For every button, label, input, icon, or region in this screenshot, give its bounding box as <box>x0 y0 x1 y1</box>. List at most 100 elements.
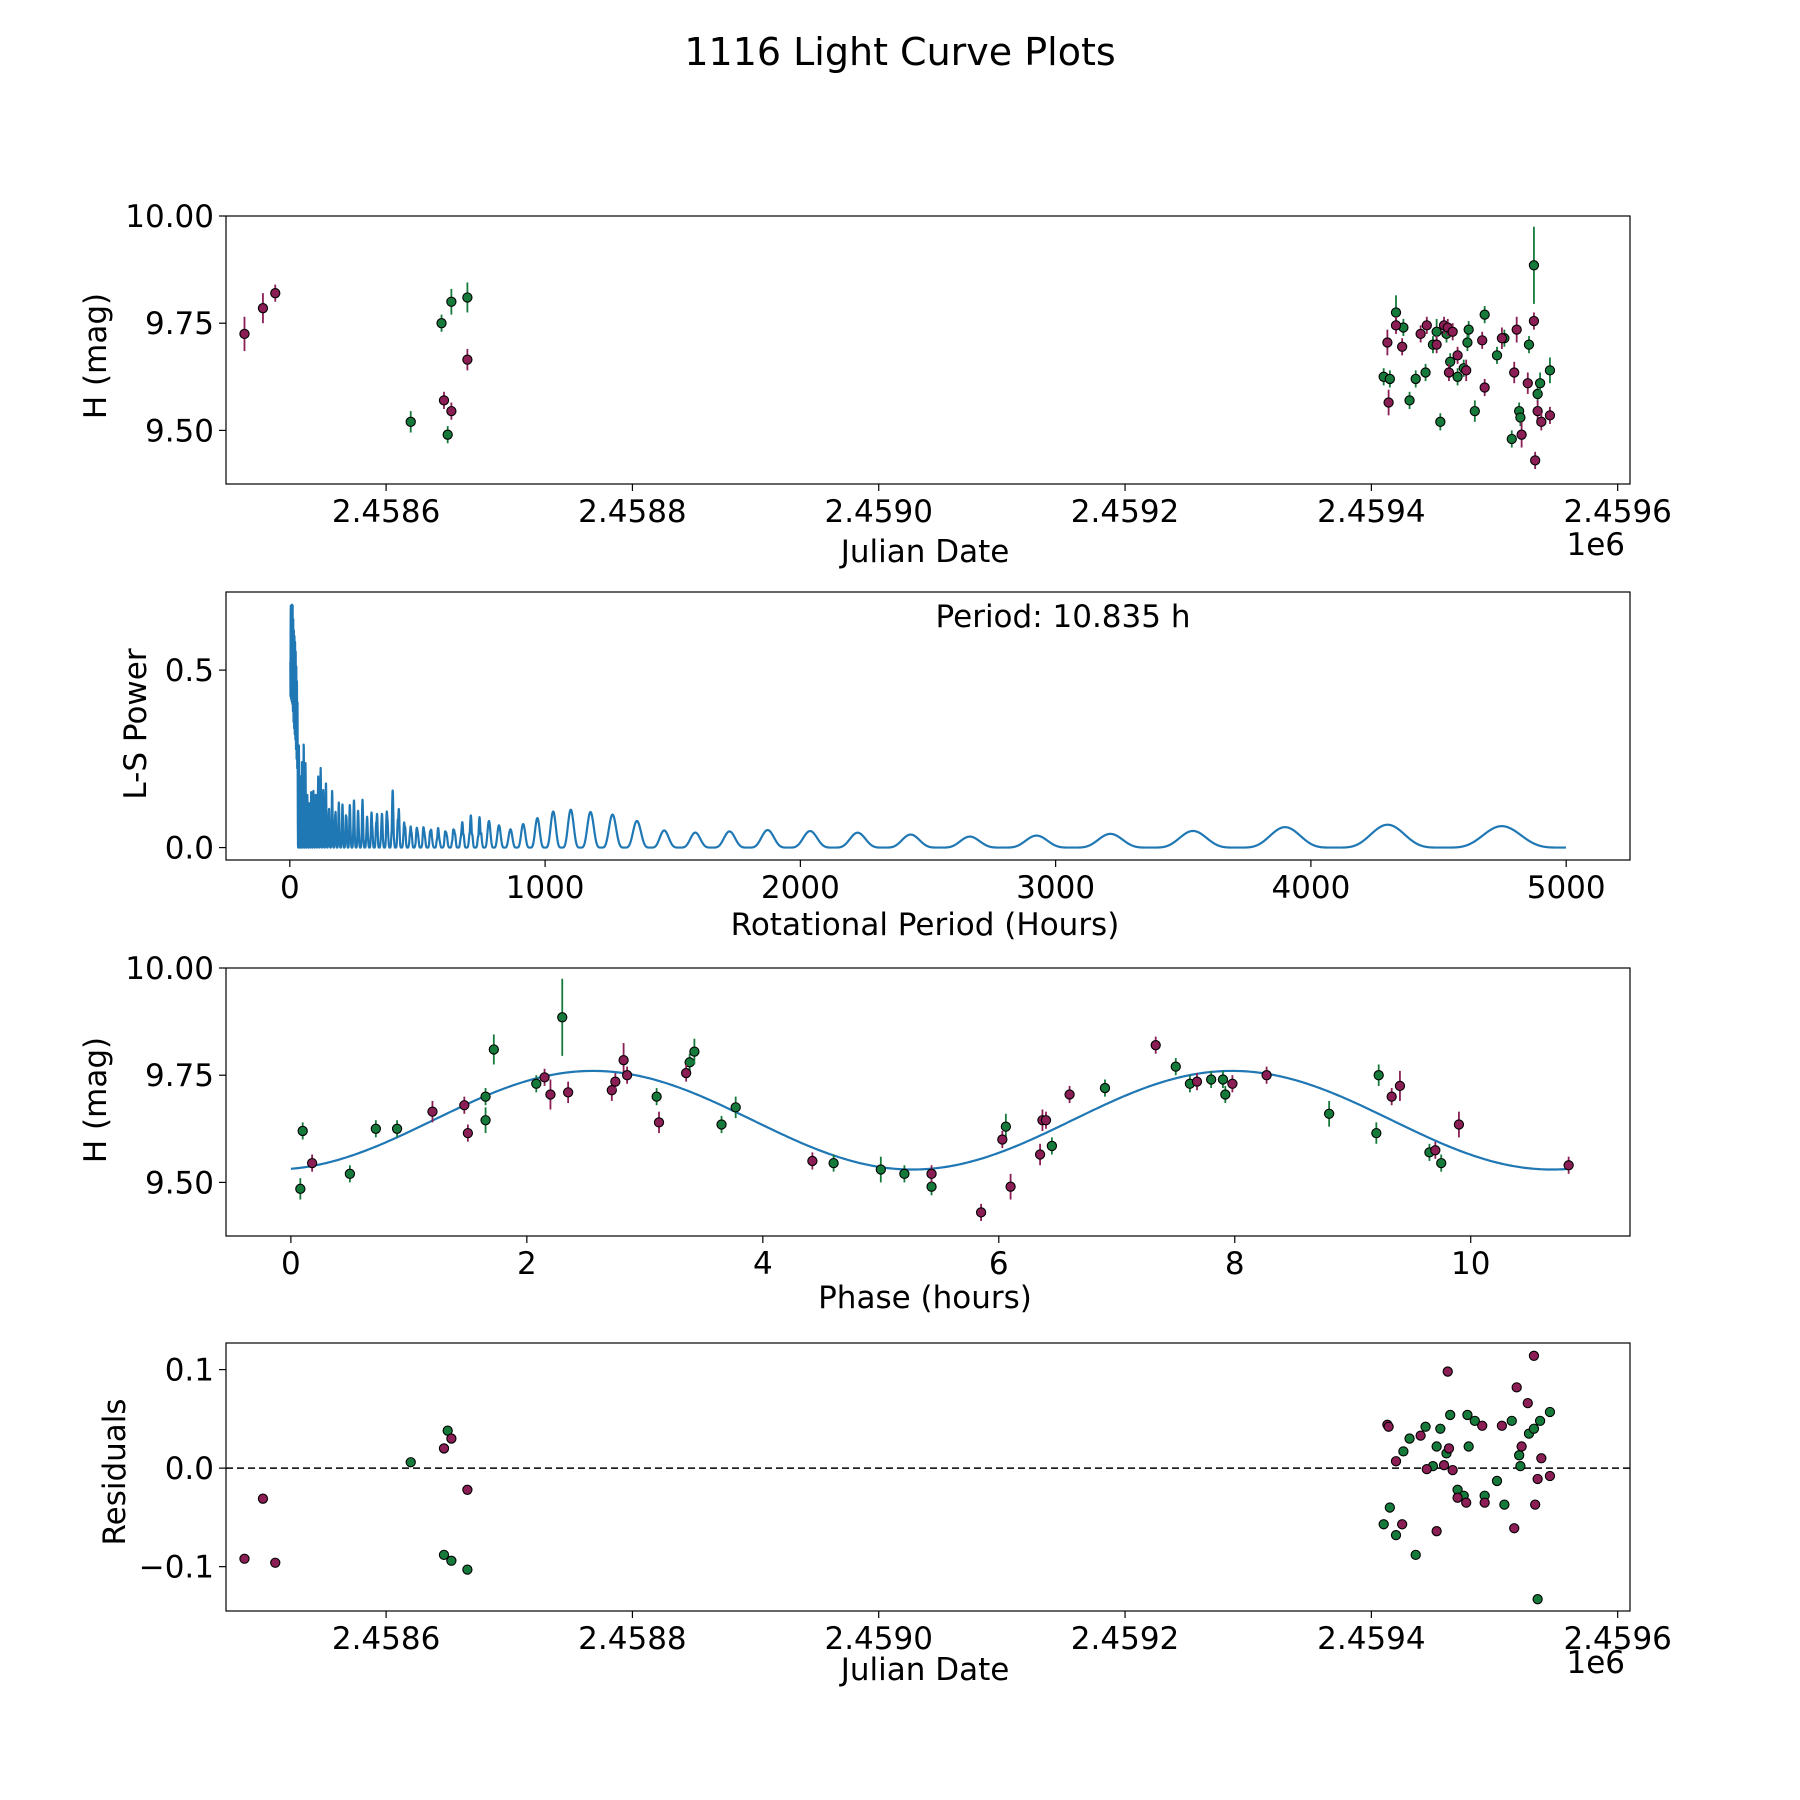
phased-point-magenta <box>926 1168 937 1179</box>
lightcurve-point-magenta <box>1383 397 1394 408</box>
residuals-point-magenta <box>1438 1460 1450 1471</box>
lightcurve-point-green <box>1431 326 1442 337</box>
residuals-point-magenta <box>1530 1499 1541 1510</box>
lightcurve-point-magenta <box>1461 365 1472 376</box>
residuals-point-magenta <box>1452 1492 1463 1503</box>
phased-point-green <box>828 1157 839 1169</box>
residuals-offset-label: 1e6 <box>1566 1645 1625 1681</box>
residuals-point-green <box>1404 1433 1415 1444</box>
lightcurve-point-green <box>1452 371 1463 382</box>
lightcurve-point-green <box>1491 350 1503 361</box>
lightcurve-point-magenta <box>1536 416 1547 427</box>
phased-point-magenta <box>1430 1145 1441 1156</box>
residuals-point-green <box>1378 1519 1389 1530</box>
lightcurve-point-magenta <box>1532 405 1543 417</box>
phased-point-magenta <box>1005 1181 1016 1192</box>
lightcurve-ylabel: H (mag) <box>78 293 114 419</box>
residuals-point-magenta <box>1397 1519 1408 1530</box>
residuals-point-green <box>1514 1450 1525 1461</box>
lightcurve-point-magenta <box>257 303 269 314</box>
phased-point-green <box>689 1046 700 1057</box>
residuals-ylabel: Residuals <box>97 1398 133 1545</box>
lightcurve-xtick-label: 2.4594 <box>1317 494 1425 530</box>
phased-frame <box>225 967 1631 1237</box>
lightcurve-point-magenta <box>1421 320 1432 331</box>
lightcurve-point-green <box>1523 339 1535 350</box>
phased-point-green <box>370 1123 381 1134</box>
phased-panel: Phase (hours) H (mag) 0 2 4 6 8 10 9.50 9.75 10.… <box>78 951 1631 1316</box>
residuals-point-magenta <box>1443 1443 1455 1454</box>
residuals-point-green <box>1420 1421 1431 1432</box>
residuals-point-green <box>1390 1529 1402 1541</box>
lightcurve-point-magenta <box>1530 455 1541 466</box>
lightcurve-point-magenta <box>1509 367 1520 378</box>
phased-point-green <box>716 1119 727 1130</box>
lightcurve-point-magenta <box>1382 337 1393 348</box>
lightcurve-frame <box>225 215 1631 485</box>
phased-point-magenta <box>1453 1119 1465 1130</box>
lightcurve-point-magenta <box>1431 339 1442 350</box>
lightcurve-point-magenta <box>1544 410 1556 421</box>
phased-point-magenta <box>545 1089 556 1100</box>
lightcurve-point-green <box>1435 416 1446 427</box>
lightcurve-panel: Julian Date H (mag) 1e6 2.4586 2.4588 2.45… <box>78 199 1672 570</box>
residuals-point-magenta <box>1528 1350 1540 1361</box>
phased-point-green <box>730 1102 741 1113</box>
phased-point-green <box>1206 1074 1217 1085</box>
residuals-point-magenta <box>1477 1420 1488 1431</box>
phased-point-green <box>1220 1089 1231 1100</box>
lightcurve-point-magenta <box>1390 320 1402 331</box>
phased-point-magenta <box>610 1076 621 1087</box>
residuals-xtick-label: 2.4592 <box>1071 1621 1179 1657</box>
phased-point-magenta <box>807 1155 818 1167</box>
phased-point-green <box>1099 1082 1111 1094</box>
residuals-point-green <box>1431 1441 1442 1452</box>
residuals-xtick-label: 2.4594 <box>1317 1621 1425 1657</box>
phased-point-green <box>391 1123 403 1134</box>
lightcurve-point-green <box>1463 324 1474 335</box>
lightcurve-point-green <box>1534 378 1546 389</box>
phased-point-magenta <box>618 1055 629 1066</box>
lightcurve-point-green <box>446 296 457 307</box>
residuals-point-green <box>1528 1423 1540 1434</box>
residuals-point-green <box>446 1555 457 1566</box>
lightcurve-point-green <box>1410 373 1421 385</box>
phased-point-magenta <box>1261 1070 1272 1081</box>
residuals-point-magenta <box>1511 1382 1522 1393</box>
lightcurve-xtick-label: 2.4586 <box>332 494 440 530</box>
phased-point-magenta <box>606 1085 617 1096</box>
residuals-point-magenta <box>1390 1456 1402 1467</box>
phased-ytick-label: 9.50 <box>145 1165 214 1201</box>
phased-point-magenta <box>1064 1089 1075 1100</box>
residuals-point-green <box>1445 1409 1456 1421</box>
phased-point-green <box>651 1091 662 1102</box>
residuals-point-green <box>1462 1409 1473 1421</box>
lightcurve-point-green <box>1404 395 1415 406</box>
residuals-point-magenta <box>1447 1464 1458 1476</box>
residuals-ytick-label: 0.0 <box>165 1451 214 1487</box>
residuals-point-magenta <box>438 1443 450 1454</box>
phased-point-green <box>531 1078 542 1089</box>
periodogram-xtick-label: 4000 <box>1271 870 1350 906</box>
lightcurve-point-green <box>1479 309 1490 320</box>
phased-xtick-label: 0 <box>281 1246 301 1282</box>
phased-point-green <box>1217 1074 1229 1085</box>
residuals-point-magenta <box>1461 1497 1472 1508</box>
residuals-point-magenta <box>462 1484 473 1495</box>
lightcurve-point-magenta <box>1496 333 1508 344</box>
lightcurve-xtick-label: 2.4592 <box>1071 494 1179 530</box>
lightcurve-point-green <box>1469 405 1480 417</box>
lightcurve-ytick-label: 9.75 <box>145 306 214 342</box>
phased-point-green <box>295 1183 306 1194</box>
lightcurve-point-magenta <box>1528 315 1540 327</box>
lightcurve-point-green <box>405 416 416 427</box>
lightcurve-ytick-label: 9.50 <box>145 413 214 449</box>
phased-point-magenta <box>462 1127 474 1139</box>
residuals-ytick-label: 0.1 <box>165 1353 214 1389</box>
phased-point-green <box>875 1164 886 1175</box>
phased-point-magenta <box>997 1134 1008 1145</box>
lightcurve-offset-label: 1e6 <box>1566 527 1625 563</box>
periodogram-ylabel: L-S Power <box>118 648 154 799</box>
lightcurve-point-green <box>1515 412 1526 423</box>
